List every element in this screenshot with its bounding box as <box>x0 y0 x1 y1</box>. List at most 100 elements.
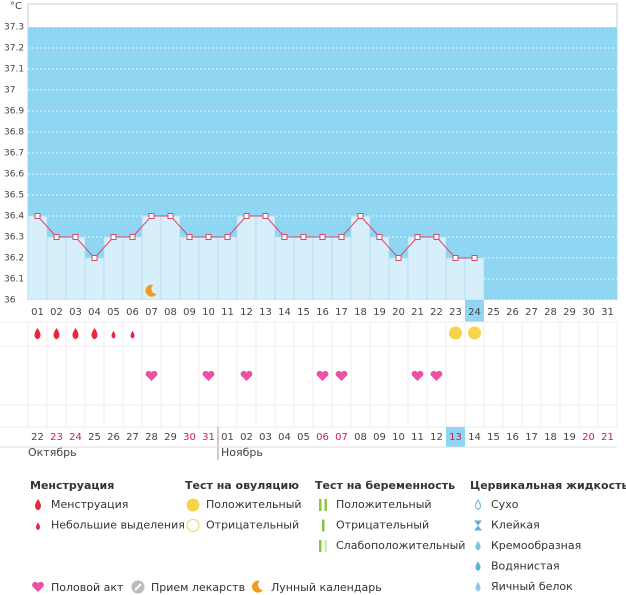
x-tick-label: 01 <box>31 307 44 318</box>
point <box>395 255 402 261</box>
y-tick-label: 36.8 <box>4 128 24 138</box>
y-tick-label: 36.1 <box>4 275 24 285</box>
date-label: 30 <box>183 432 196 443</box>
date-label: 12 <box>430 432 443 443</box>
legend-icon <box>319 540 322 552</box>
area-column <box>293 236 314 301</box>
y-tick-label: 36.9 <box>4 107 24 117</box>
temperature-line <box>37 215 475 259</box>
point <box>300 234 307 240</box>
x-tick-label: 17 <box>335 307 348 318</box>
point <box>452 255 459 261</box>
legend-icon <box>474 520 482 531</box>
x-tick-label: 04 <box>88 307 101 318</box>
date-label: 07 <box>335 432 348 443</box>
legend-icon <box>35 499 41 511</box>
menstruation-mark <box>53 328 60 340</box>
date-label: 03 <box>259 432 272 443</box>
y-tick-label: 36.2 <box>4 254 24 264</box>
legend-label: Кремообразная <box>491 539 581 552</box>
date-label: 23 <box>50 432 63 443</box>
x-tick-label: 31 <box>601 307 614 318</box>
legend-icon <box>475 582 481 592</box>
x-tick-label: 12 <box>240 307 253 318</box>
point <box>357 213 364 219</box>
y-tick-label: 36.6 <box>4 170 24 180</box>
date-label: 28 <box>145 432 158 443</box>
intercourse-mark <box>240 370 253 381</box>
legend-title: Менструация <box>30 479 114 492</box>
area-column <box>388 257 409 301</box>
legend-label: Слабоположительный <box>336 539 465 552</box>
legend-icon <box>186 498 200 512</box>
point <box>110 234 117 240</box>
x-tick-label: 09 <box>183 307 196 318</box>
y-tick-label: 36.5 <box>4 191 24 201</box>
selected-day <box>465 300 484 322</box>
lunar-mark <box>145 284 157 297</box>
point <box>262 213 269 219</box>
legend-icon <box>475 561 481 571</box>
point <box>414 234 421 240</box>
intercourse-mark <box>316 370 329 381</box>
legend-title: Тест на овуляцию <box>185 479 299 492</box>
legend-label: Отрицательный <box>336 519 429 532</box>
x-tick-label: 29 <box>563 307 576 318</box>
x-tick-label: 11 <box>221 307 234 318</box>
date-label: 22 <box>31 432 44 443</box>
area-column <box>198 236 219 301</box>
legend-label: Положительный <box>336 498 432 511</box>
legend-icon <box>319 499 322 511</box>
area-column <box>426 236 447 301</box>
legend-icon <box>252 580 263 593</box>
date-label: 06 <box>316 432 329 443</box>
date-label: 01 <box>221 432 234 443</box>
point <box>319 234 326 240</box>
area-column <box>27 215 48 301</box>
intercourse-mark <box>430 370 443 381</box>
date-label: 08 <box>354 432 367 443</box>
legend-title: Тест на беременность <box>315 479 455 492</box>
month-label: Октябрь <box>28 446 77 459</box>
date-label: 17 <box>525 432 538 443</box>
y-tick-label: 36 <box>4 296 16 306</box>
legend-label: Яичный белок <box>491 580 573 593</box>
y-tick-label: 37.3 <box>4 23 24 33</box>
area-column <box>331 236 352 301</box>
date-label: 14 <box>468 432 481 443</box>
x-tick-label: 14 <box>278 307 291 318</box>
legend-label: Прием лекарств <box>151 581 245 594</box>
point <box>186 234 193 240</box>
area-column <box>84 257 105 301</box>
legend-label: Небольшие выделения <box>51 519 185 532</box>
point <box>338 234 345 240</box>
x-tick-label: 02 <box>50 307 63 318</box>
date-label: 16 <box>506 432 519 443</box>
area-column <box>46 236 67 301</box>
legend-label: Сухо <box>491 498 519 511</box>
month-label: Ноябрь <box>221 446 263 459</box>
y-tick-label: 36.7 <box>4 149 24 159</box>
area-column <box>255 215 276 301</box>
date-label: 29 <box>164 432 177 443</box>
legend-icon <box>32 581 44 592</box>
legend-label: Клейкая <box>491 519 540 532</box>
date-label: 11 <box>411 432 424 443</box>
menstruation-mark <box>34 328 41 340</box>
area-column <box>369 236 390 301</box>
date-label: 25 <box>88 432 101 443</box>
area-column <box>445 257 466 301</box>
date-label: 21 <box>601 432 614 443</box>
x-tick-label: 30 <box>582 307 595 318</box>
legend-icon <box>36 522 40 531</box>
legend-label: Водянистая <box>491 560 560 573</box>
point <box>91 255 98 261</box>
y-tick-label: 36.4 <box>4 212 24 222</box>
x-tick-label: 06 <box>126 307 139 318</box>
legend-title: Цервикальная жидкость <box>470 479 626 492</box>
point <box>129 234 136 240</box>
legend-icon <box>186 519 200 532</box>
point <box>205 234 212 240</box>
